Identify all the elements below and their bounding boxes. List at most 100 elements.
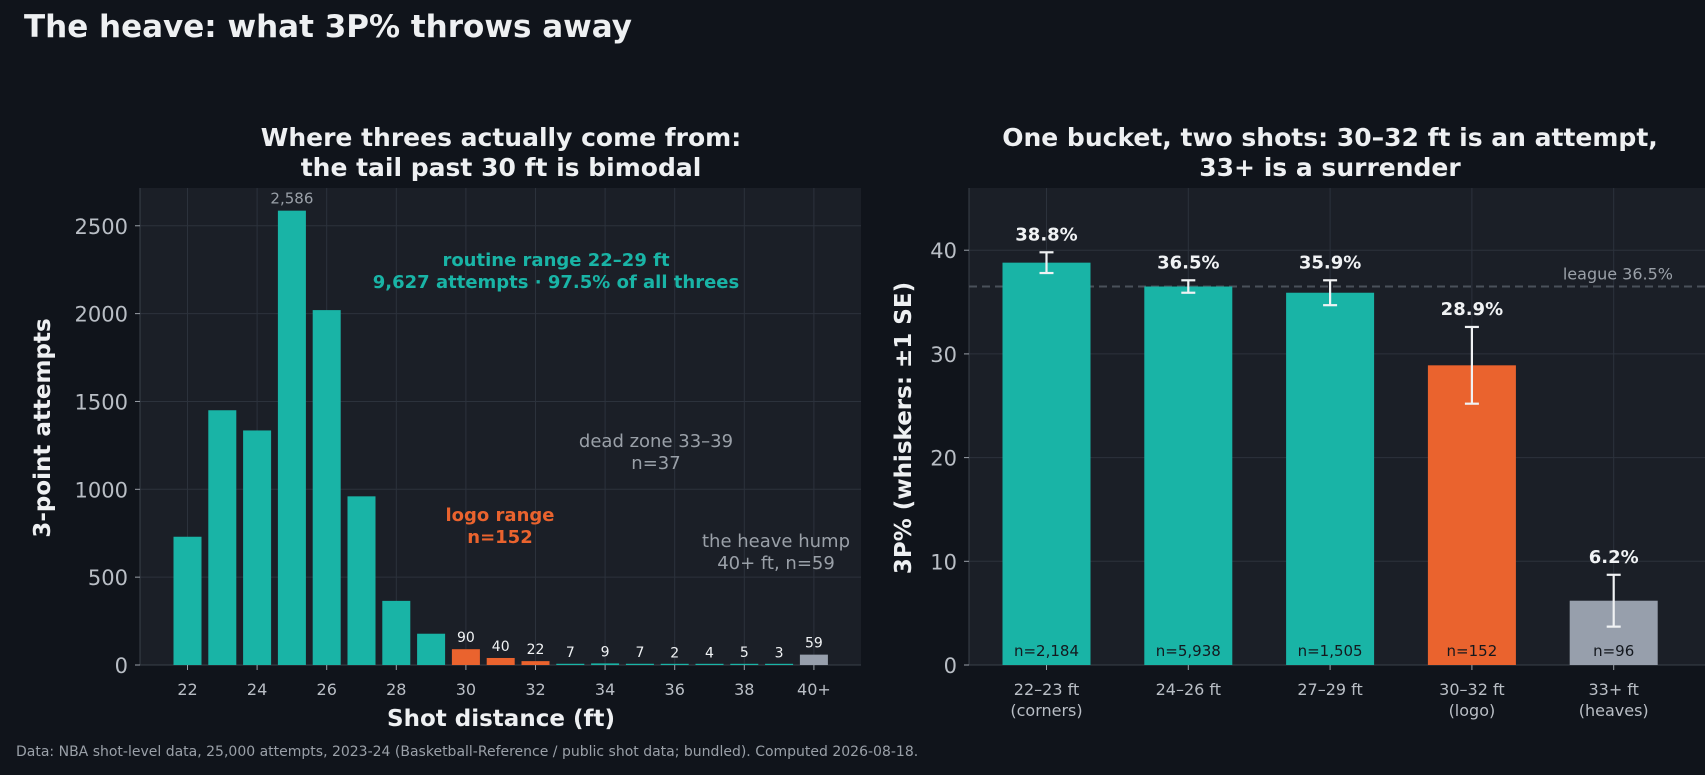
count-label: n=1,505 xyxy=(1298,642,1363,660)
y-tick-label: 0 xyxy=(944,654,957,678)
x-tick-label: 38 xyxy=(734,680,754,699)
x-tick-label: 24–26 ft xyxy=(1156,680,1221,699)
y-tick-label: 30 xyxy=(930,343,957,367)
routine-annotation: routine range 22–29 ft xyxy=(442,250,670,271)
x-tick-label: 22 xyxy=(177,680,197,699)
bucket-bar xyxy=(1427,365,1516,665)
bar-37 xyxy=(695,663,724,665)
value-label-25: 2,586 xyxy=(270,190,313,208)
y-tick-label: 20 xyxy=(930,447,957,471)
x-tick-label: 40+ xyxy=(797,680,831,699)
pct-value-label: 36.5% xyxy=(1157,252,1219,273)
x-tick-label: 33+ ft (heaves) xyxy=(1579,680,1649,720)
bar-32 xyxy=(521,661,550,665)
league-average-label: league 36.5% xyxy=(1563,265,1673,284)
percentage-y-label: 3P% (whiskers: ±1 SE) xyxy=(891,282,917,574)
bucket-bar xyxy=(1144,286,1233,665)
value-label-38: 5 xyxy=(740,645,749,661)
value-label-33: 7 xyxy=(566,645,575,661)
bar-29 xyxy=(417,633,446,665)
x-tick-label-line: 24–26 ft xyxy=(1156,680,1221,699)
x-tick-label-line: 27–29 ft xyxy=(1297,680,1362,699)
value-label-30: 90 xyxy=(457,630,475,646)
x-tick-label-line: (logo) xyxy=(1449,701,1496,720)
source-note: Data: NBA shot-level data, 25,000 attemp… xyxy=(16,744,919,760)
x-tick-label: 30–32 ft (logo) xyxy=(1439,680,1504,720)
pct-value-label: 35.9% xyxy=(1299,252,1361,273)
y-tick-label: 40 xyxy=(930,239,957,263)
x-tick-label: 30 xyxy=(456,680,476,699)
heave-annotation: 40+ ft, n=59 xyxy=(717,553,835,574)
x-tick-label: 22–23 ft (corners) xyxy=(1010,680,1082,720)
count-label: n=5,938 xyxy=(1156,642,1221,660)
y-tick-label: 2500 xyxy=(75,215,128,239)
y-tick-label: 2000 xyxy=(75,303,128,327)
x-tick-label: 36 xyxy=(665,680,685,699)
logo-range-annotation: n=152 xyxy=(467,527,532,548)
dead-zone-annotation: n=37 xyxy=(631,453,680,474)
x-tick-label-line: (heaves) xyxy=(1579,701,1649,720)
routine-annotation: 9,627 attempts · 97.5% of all threes xyxy=(373,272,739,293)
x-tick-label: 27–29 ft xyxy=(1297,680,1362,699)
pct-value-label: 28.9% xyxy=(1441,299,1503,320)
bar-34 xyxy=(591,663,620,665)
value-label-40+: 59 xyxy=(805,636,823,652)
bar-40+ xyxy=(799,654,828,665)
percentage-title-line: 33+ is a surrender xyxy=(1199,153,1461,182)
value-label-35: 7 xyxy=(635,645,644,661)
histogram-title-line: Where threes actually come from: xyxy=(261,123,741,152)
histogram-x-label: Shot distance (ft) xyxy=(387,706,615,732)
x-tick-label-line: 30–32 ft xyxy=(1439,680,1504,699)
y-tick-label: 10 xyxy=(930,550,957,574)
pct-value-label: 38.8% xyxy=(1015,224,1077,245)
x-tick-label-line: (corners) xyxy=(1010,701,1082,720)
bar-36 xyxy=(660,663,689,665)
heave-annotation: the heave hump xyxy=(702,531,850,552)
value-label-39: 3 xyxy=(775,645,784,661)
bar-24 xyxy=(243,430,272,665)
bucket-bar xyxy=(1286,292,1375,665)
bar-23 xyxy=(208,410,237,665)
value-label-31: 40 xyxy=(492,639,510,655)
value-label-34: 9 xyxy=(601,644,610,660)
x-tick-label-line: 33+ ft xyxy=(1588,680,1638,699)
pct-value-label: 6.2% xyxy=(1589,547,1639,568)
percentage-title-line: One bucket, two shots: 30–32 ft is an at… xyxy=(1002,123,1658,152)
bar-28 xyxy=(382,600,411,665)
bucket-bar xyxy=(1002,262,1091,665)
percentage-chart: league 36.5% 38.8% n=2,184 36.5% n=5,938 35.9… xyxy=(891,123,1705,720)
bar-22 xyxy=(173,536,202,665)
dead-zone-annotation: dead zone 33–39 xyxy=(579,431,733,452)
y-tick-label: 1000 xyxy=(75,478,128,502)
logo-range-annotation: logo range xyxy=(446,505,555,526)
histogram-y-label: 3-point attempts xyxy=(30,318,56,537)
count-label: n=152 xyxy=(1447,642,1498,660)
bar-35 xyxy=(625,663,654,665)
x-tick-label: 34 xyxy=(595,680,615,699)
y-tick-label: 0 xyxy=(115,654,128,678)
x-tick-label: 26 xyxy=(317,680,337,699)
value-label-37: 4 xyxy=(705,645,714,661)
bar-33 xyxy=(556,663,585,665)
x-tick-label: 24 xyxy=(247,680,267,699)
histogram-title: Where threes actually come from:the tail… xyxy=(261,123,741,182)
x-tick-label: 32 xyxy=(525,680,545,699)
y-tick-label: 1500 xyxy=(75,390,128,414)
value-label-36: 2 xyxy=(670,646,679,662)
bar-26 xyxy=(312,310,341,665)
x-tick-label-line: 22–23 ft xyxy=(1014,680,1079,699)
bar-30 xyxy=(451,649,480,665)
y-tick-label: 500 xyxy=(88,566,128,590)
count-label: n=96 xyxy=(1593,642,1634,660)
figure-title: The heave: what 3P% throws away xyxy=(24,9,632,45)
bar-39 xyxy=(765,663,794,665)
bar-25 xyxy=(277,210,306,665)
count-label: n=2,184 xyxy=(1014,642,1079,660)
histogram-title-line: the tail past 30 ft is bimodal xyxy=(301,153,702,182)
value-label-32: 22 xyxy=(527,642,545,658)
bar-27 xyxy=(347,496,376,665)
bar-31 xyxy=(486,657,515,665)
percentage-title: One bucket, two shots: 30–32 ft is an at… xyxy=(1002,123,1658,182)
